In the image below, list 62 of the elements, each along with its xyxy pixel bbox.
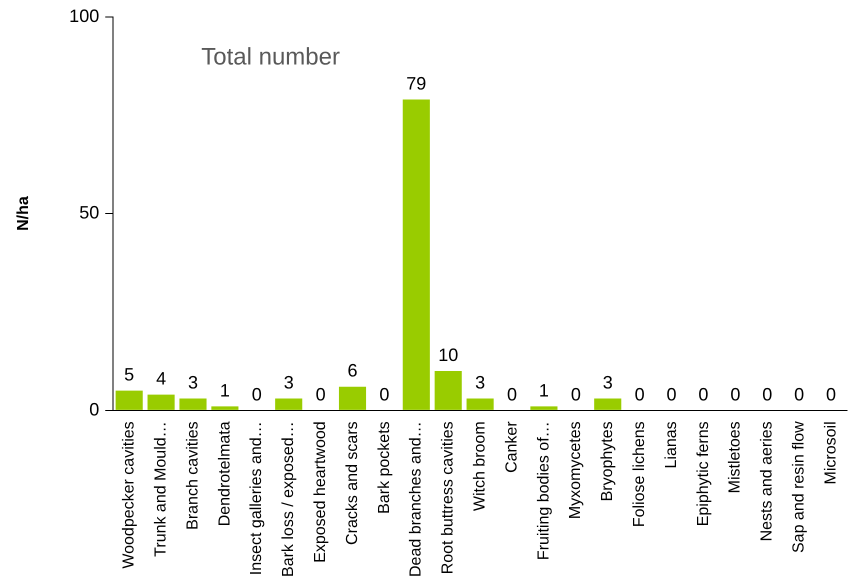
x-tick-label: Trunk and Mould…	[152, 421, 170, 557]
bar	[530, 406, 558, 410]
data-label: 0	[634, 384, 645, 404]
data-label: 0	[316, 384, 326, 404]
data-label: 3	[475, 372, 486, 393]
data-label: 0	[794, 384, 804, 404]
x-tick-label: Dead branches and…	[408, 421, 425, 577]
x-tick-label: Microsoil	[822, 421, 840, 484]
x-tick-label: Canker	[503, 420, 520, 473]
data-label: 0	[826, 384, 836, 404]
y-axis-title: N/ha	[15, 196, 32, 231]
x-tick-label: Epiphytic ferns	[694, 421, 712, 526]
data-label: 1	[538, 380, 549, 400]
x-tick-label: Bark pockets	[376, 421, 393, 514]
data-label: 3	[602, 372, 613, 393]
x-tick-label: Mistletoes	[726, 421, 744, 494]
x-tick-label: Root buttress cavities	[440, 421, 457, 574]
bar	[211, 406, 238, 410]
x-tick-label: Bryophytes	[599, 421, 616, 502]
x-tick-label: Fruiting bodies of…	[535, 421, 552, 560]
data-label: 0	[507, 384, 518, 404]
data-label: 0	[666, 384, 677, 404]
annotation: Total number	[201, 43, 340, 70]
bar	[116, 390, 143, 410]
data-label: 0	[730, 384, 740, 404]
bar	[466, 398, 494, 410]
x-tick-label: Lianas	[662, 421, 680, 468]
data-label: 0	[762, 384, 772, 404]
data-label: 0	[379, 384, 390, 404]
x-tick-label: Branch cavities	[184, 421, 202, 530]
data-label: 79	[406, 73, 426, 94]
x-tick-label: Sap and resin flow	[790, 420, 808, 553]
data-label: 10	[438, 344, 458, 365]
data-label: 0	[252, 384, 262, 404]
bar	[179, 398, 207, 410]
data-label: 1	[220, 380, 230, 400]
bar	[338, 386, 366, 410]
bar	[594, 398, 622, 410]
y-tick-label: 0	[89, 399, 100, 420]
data-label: 3	[284, 372, 294, 393]
x-tick-label: Witch broom	[472, 421, 489, 512]
data-label: 4	[156, 368, 166, 389]
bar	[402, 99, 430, 410]
bar	[148, 394, 175, 410]
data-label: 5	[124, 364, 134, 385]
bar	[434, 370, 462, 410]
x-tick-label: Myxomycetes	[567, 421, 584, 520]
x-tick-label: Foliose lichens	[631, 421, 648, 528]
data-label: 0	[698, 384, 708, 404]
x-tick-label: Woodpecker cavities	[120, 421, 138, 569]
data-label: 0	[570, 384, 581, 404]
data-label: 3	[188, 372, 198, 393]
x-tick-label: Nests and aeries	[758, 421, 776, 542]
y-tick-label: 50	[79, 202, 100, 223]
x-tick-label: Exposed heartwood	[312, 421, 330, 563]
bar	[275, 398, 302, 410]
x-tick-label: Insect galleries and…	[248, 421, 266, 576]
x-tick-label: Bark loss / exposed…	[280, 421, 298, 577]
x-tick-label: Dendrotelmata	[216, 421, 234, 526]
y-tick-label: 100	[69, 6, 100, 26]
x-tick-label: Cracks and scars	[344, 421, 361, 545]
data-label: 6	[347, 360, 358, 381]
